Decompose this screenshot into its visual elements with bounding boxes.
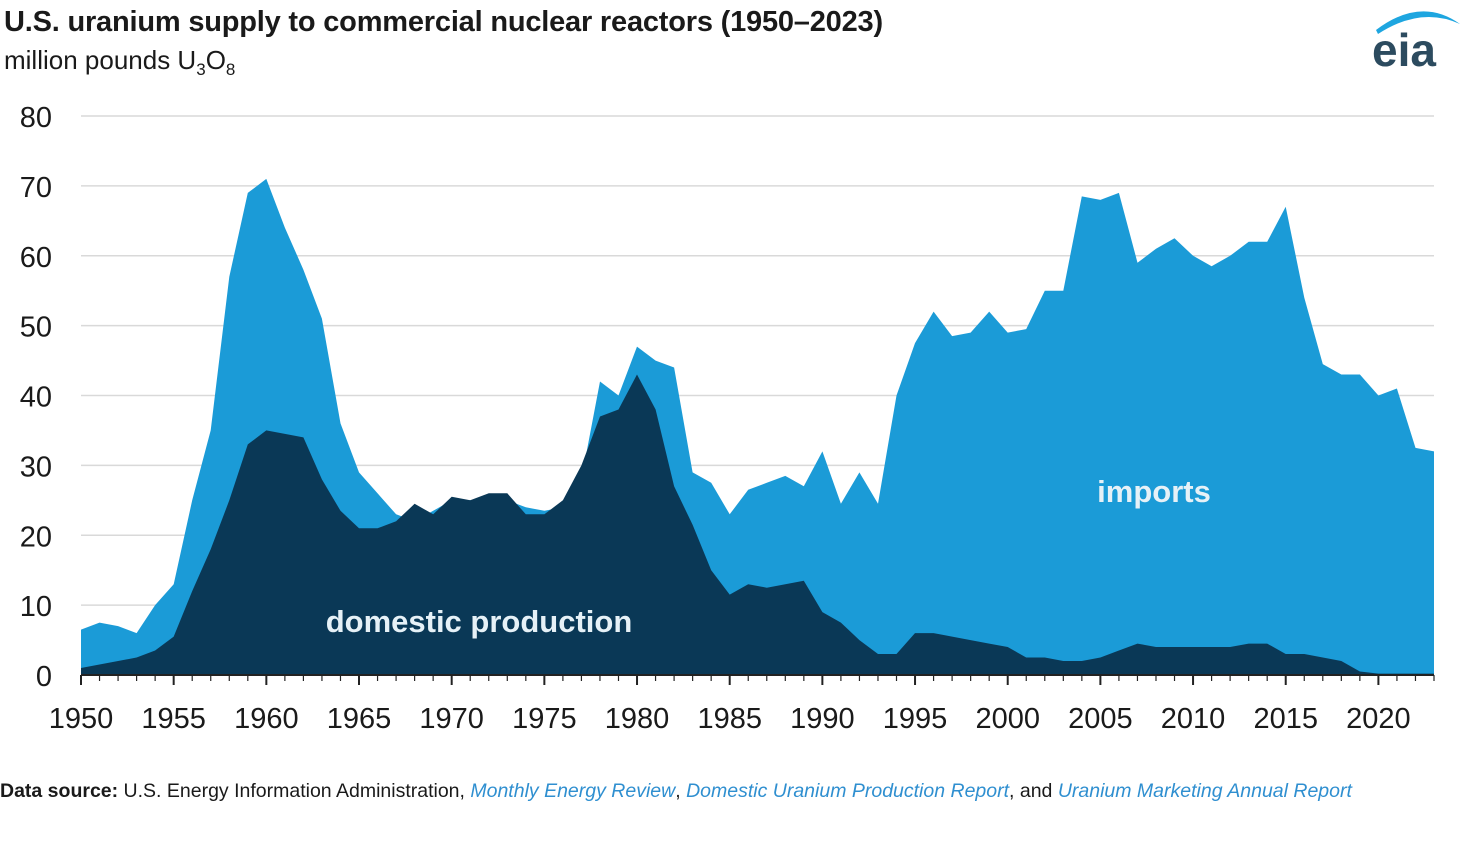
domestic-uranium-production-report-link[interactable]: Domestic Uranium Production Report	[686, 780, 1010, 802]
y-tick-label: 70	[20, 172, 52, 204]
y-tick-label: 10	[20, 591, 52, 623]
subtitle-unit: million pounds U	[4, 45, 197, 75]
x-axis-ticks	[80, 675, 1435, 685]
subtitle-subscript-8: 8	[225, 60, 236, 79]
x-tick-label: 1995	[883, 703, 948, 735]
x-tick-label: 2000	[975, 703, 1040, 735]
source-org: U.S. Energy Information Administration,	[123, 780, 465, 802]
x-tick-label: 1990	[790, 703, 855, 735]
x-axis-labels: 1950 1955 1960 1965 1970 1975 1980 1985 1990 1995…	[49, 703, 1411, 735]
separator-1: ,	[675, 780, 681, 802]
y-tick-label: 60	[20, 242, 52, 274]
y-tick-label: 0	[36, 661, 52, 693]
x-tick-label: 1955	[141, 703, 206, 735]
y-tick-label: 20	[20, 521, 52, 553]
x-tick-label: 1960	[234, 703, 299, 735]
x-tick-label: 2015	[1253, 703, 1318, 735]
eia-logo: eia	[1372, 11, 1460, 74]
x-tick-label: 1985	[697, 703, 762, 735]
x-tick-label: 2020	[1346, 703, 1411, 735]
x-tick-label: 1980	[605, 703, 670, 735]
domestic-production-label: domestic production	[326, 604, 633, 639]
domestic-production-area	[81, 374, 1434, 675]
logo-swoosh-icon	[1376, 11, 1460, 34]
subtitle-oxygen: O	[205, 45, 226, 75]
logo-text: eia	[1372, 24, 1436, 74]
data-source-note: Data source: U.S. Energy Information Adm…	[0, 778, 1440, 804]
x-tick-label: 2010	[1161, 703, 1226, 735]
source-label: Data source:	[0, 780, 119, 802]
x-tick-label: 1965	[327, 703, 392, 735]
imports-label: imports	[1097, 474, 1211, 509]
x-tick-label: 1975	[512, 703, 577, 735]
y-tick-label: 30	[20, 451, 52, 483]
y-tick-label: 40	[20, 382, 52, 414]
y-tick-label: 80	[20, 102, 52, 134]
chart-subtitle: million pounds U3O8	[4, 45, 235, 80]
chart-title: U.S. uranium supply to commercial nuclea…	[4, 6, 883, 38]
y-tick-label: 50	[20, 312, 52, 344]
uranium-marketing-annual-report-link[interactable]: Uranium Marketing Annual Report	[1057, 780, 1352, 802]
separator-2: , and	[1009, 780, 1053, 802]
y-axis-labels: 0 10 20 30 40 50 60 70 80	[20, 102, 52, 693]
subtitle-subscript-3: 3	[196, 60, 206, 79]
x-tick-label: 1970	[419, 703, 484, 735]
x-tick-label: 2005	[1068, 703, 1133, 735]
x-tick-label: 1950	[49, 703, 114, 735]
monthly-energy-review-link[interactable]: Monthly Energy Review	[470, 780, 676, 802]
